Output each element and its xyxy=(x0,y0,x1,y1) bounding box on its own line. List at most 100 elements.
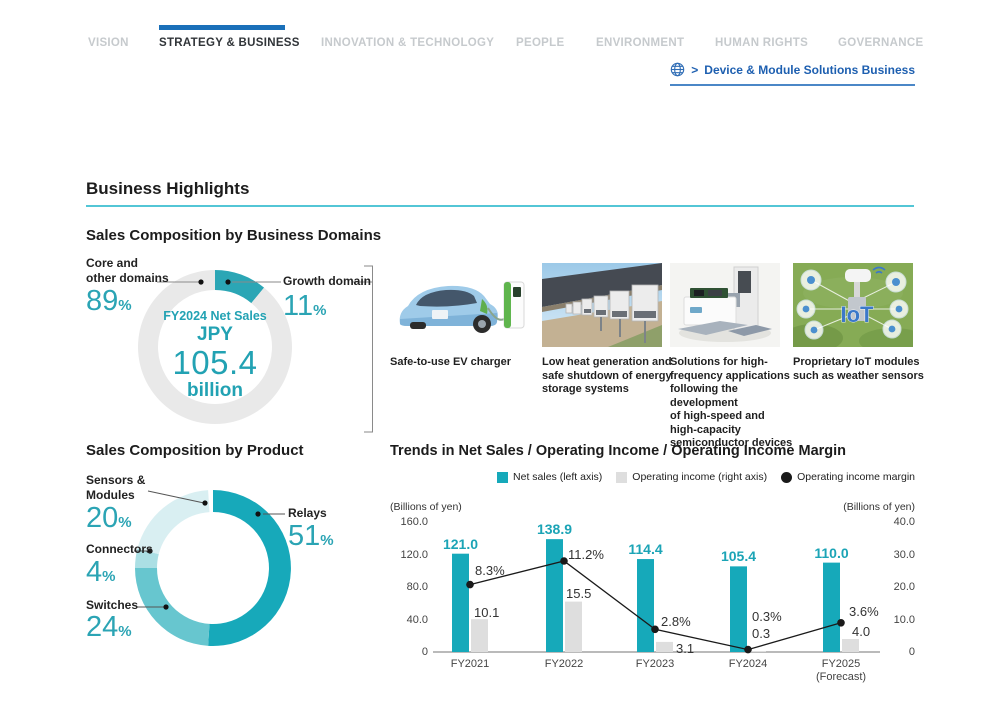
left-axis-unit: (Billions of yen) xyxy=(390,501,462,513)
net-sales-bar xyxy=(637,559,654,652)
figure-caption-iot: Proprietary IoT modules such as weather … xyxy=(793,356,924,382)
nav-item-human-rights[interactable]: HUMAN RIGHTS xyxy=(715,37,809,49)
label-growth-domain: Growth domain xyxy=(283,274,371,288)
growth-domain-bracket xyxy=(364,265,373,433)
figure-energy-storage-image xyxy=(542,263,662,352)
margin-value-label: 2.8% xyxy=(661,614,691,629)
figure-caption-ev-charger: Safe-to-use EV charger xyxy=(390,356,512,368)
figure-iot-module-image: IoT xyxy=(783,263,927,354)
nav-item-people[interactable]: PEOPLE xyxy=(516,37,565,49)
trends-legend: Net sales (left axis) Operating income (… xyxy=(390,471,915,483)
nav-item-environment[interactable]: ENVIRONMENT xyxy=(596,37,685,49)
value-switches: 24% xyxy=(86,611,132,643)
figure-caption-storage: Low heat generation and safe shutdown of… xyxy=(542,356,672,395)
operating-income-value-label: 10.1 xyxy=(474,605,500,620)
label-core-domains: Core and other domains xyxy=(86,256,169,285)
active-tab-indicator xyxy=(159,25,285,30)
donut-segment-switches xyxy=(135,568,210,646)
section-title-domains: Sales Composition by Business Domains xyxy=(86,227,382,244)
figure-caption-semiconductor: Solutions for high- frequency applicatio… xyxy=(670,356,793,449)
donut-center-label: FY2024 Net Sales JPY 105.4 billion xyxy=(163,309,267,401)
svg-text:IoT: IoT xyxy=(841,302,875,327)
operating-income-value-label: 3.1 xyxy=(676,641,695,656)
margin-data-point xyxy=(466,580,474,589)
margin-value-label: 3.6% xyxy=(849,604,879,619)
product-donut-chart xyxy=(134,490,291,646)
label-sensors-modules: Sensors & Modules xyxy=(86,473,146,502)
legend-operating-income: Operating income (right axis) xyxy=(616,471,767,483)
section-title-product: Sales Composition by Product xyxy=(86,442,304,459)
legend-net-sales: Net sales (left axis) xyxy=(497,471,602,483)
breadcrumb-link[interactable]: > Device & Module Solutions Business xyxy=(670,62,915,86)
callout-dots xyxy=(147,500,261,610)
nav-item-vision[interactable]: VISION xyxy=(88,37,129,49)
value-growth-domain: 11% xyxy=(283,290,327,322)
left-axis-tick: 40.0 xyxy=(406,613,428,626)
operating-income-bar xyxy=(565,601,582,652)
operating-income-value-label: 4.0 xyxy=(852,624,871,639)
net-sales-bar xyxy=(730,566,747,652)
donut-segment-connectors xyxy=(135,548,159,568)
margin-data-point xyxy=(560,557,568,565)
nav-item-innovation[interactable]: INNOVATION & TECHNOLOGY xyxy=(321,37,495,49)
gray-square-icon xyxy=(616,471,628,483)
net-sales-bar xyxy=(823,562,840,652)
donut-callouts xyxy=(134,490,285,608)
nav-item-governance[interactable]: GOVERNANCE xyxy=(838,37,924,49)
operating-income-bar xyxy=(656,641,673,652)
donut-segment-sensors-modules xyxy=(137,490,210,555)
x-axis-category-label: FY2022 xyxy=(544,658,584,670)
operating-income-bar xyxy=(749,651,766,652)
label-connectors: Connectors xyxy=(86,542,153,556)
operating-income-bar xyxy=(471,619,488,652)
right-axis-tick: 10.0 xyxy=(893,613,915,626)
operating-income-bar xyxy=(842,639,859,652)
legend-operating-income-margin: Operating income margin xyxy=(781,471,915,483)
value-core-domains: 89% xyxy=(86,285,132,317)
net-sales-bar xyxy=(452,553,469,652)
right-axis-tick: 0 xyxy=(908,646,915,658)
domains-donut-chart xyxy=(137,265,373,433)
x-axis-category-label: FY2025 (Forecast) xyxy=(815,658,867,683)
right-axis-tick: 40.0 xyxy=(893,516,915,528)
net-sales-bar xyxy=(546,539,563,652)
donut-segment-relays xyxy=(208,490,291,646)
x-axis-category-label: FY2023 xyxy=(635,658,675,670)
net-sales-value-label: 114.4 xyxy=(628,541,663,558)
x-axis-category-label: FY2024 xyxy=(728,658,768,670)
margin-value-label: 8.3% xyxy=(475,563,505,578)
net-sales-value-label: 110.0 xyxy=(814,544,849,561)
operating-income-value-label: 0.3 xyxy=(752,626,771,641)
nav-item-strategy-business[interactable]: STRATEGY & BUSINESS xyxy=(159,37,300,49)
trends-chart: (Billions of yen) (Billions of yen) 0 40.… xyxy=(390,495,925,695)
label-switches: Switches xyxy=(86,598,139,612)
globe-icon xyxy=(670,62,685,77)
margin-data-point xyxy=(837,619,845,627)
left-axis-tick: 120.0 xyxy=(400,548,428,561)
value-relays: 51% xyxy=(288,520,334,552)
black-dot-icon xyxy=(781,471,793,483)
margin-data-point xyxy=(651,625,659,634)
right-axis-tick: 30.0 xyxy=(893,548,915,561)
title-underline xyxy=(86,205,914,207)
left-axis-tick: 0 xyxy=(421,646,428,658)
callout-dots xyxy=(198,279,231,285)
value-connectors: 4% xyxy=(86,556,116,588)
value-sensors-modules: 20% xyxy=(86,502,132,534)
right-axis-tick: 20.0 xyxy=(893,581,915,593)
right-axis-unit: (Billions of yen) xyxy=(843,501,915,513)
left-axis-tick: 160.0 xyxy=(400,516,428,528)
section-title-trends: Trends in Net Sales / Operating Income /… xyxy=(390,443,847,459)
margin-value-label: 11.2% xyxy=(568,547,604,562)
net-sales-value-label: 138.9 xyxy=(536,521,573,538)
donut-callouts xyxy=(157,265,373,433)
figure-ev-charger-image xyxy=(390,262,530,353)
donut-segment-growth-domain xyxy=(215,270,265,304)
margin-data-point xyxy=(744,645,752,654)
net-sales-value-label: 105.4 xyxy=(720,548,757,565)
chevron-right-icon: > xyxy=(691,62,699,77)
page-title: Business Highlights xyxy=(86,179,250,198)
label-relays: Relays xyxy=(288,506,327,520)
net-sales-value-label: 121.0 xyxy=(442,535,479,552)
